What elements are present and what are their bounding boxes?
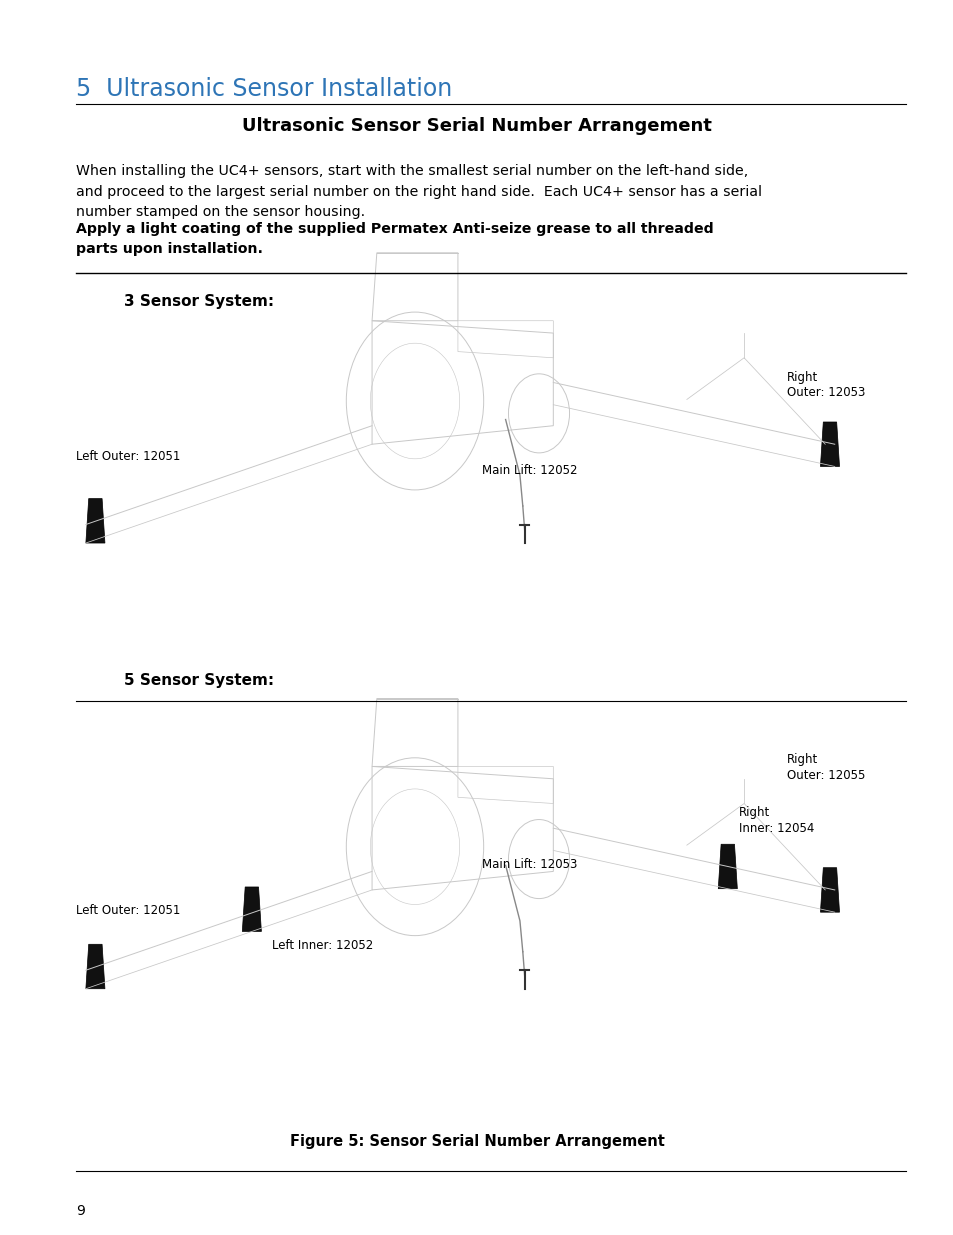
- Text: 5 Sensor System:: 5 Sensor System:: [124, 673, 274, 688]
- Text: Ultrasonic Sensor Serial Number Arrangement: Ultrasonic Sensor Serial Number Arrangem…: [242, 117, 711, 136]
- Text: Left Outer: 12051: Left Outer: 12051: [76, 904, 180, 918]
- Polygon shape: [820, 422, 839, 467]
- Text: Figure 5: Sensor Serial Number Arrangement: Figure 5: Sensor Serial Number Arrangeme…: [290, 1134, 663, 1149]
- Polygon shape: [718, 845, 737, 889]
- Text: Right
Outer: 12055: Right Outer: 12055: [786, 753, 864, 782]
- Text: 9: 9: [76, 1204, 85, 1218]
- Text: Apply a light coating of the supplied Permatex Anti-seize grease to all threaded: Apply a light coating of the supplied Pe…: [76, 222, 714, 256]
- Polygon shape: [242, 887, 261, 931]
- Text: Main Lift: 12052: Main Lift: 12052: [481, 464, 577, 478]
- Polygon shape: [820, 868, 839, 913]
- Text: Left Inner: 12052: Left Inner: 12052: [272, 939, 373, 952]
- Polygon shape: [86, 945, 105, 989]
- Text: 3 Sensor System:: 3 Sensor System:: [124, 294, 274, 309]
- Text: 5  Ultrasonic Sensor Installation: 5 Ultrasonic Sensor Installation: [76, 77, 452, 100]
- Text: When installing the UC4+ sensors, start with the smallest serial number on the l: When installing the UC4+ sensors, start …: [76, 164, 761, 220]
- Text: Main Lift: 12053: Main Lift: 12053: [481, 858, 577, 872]
- Text: Right
Outer: 12053: Right Outer: 12053: [786, 370, 864, 399]
- Text: Left Outer: 12051: Left Outer: 12051: [76, 450, 180, 463]
- Text: Right
Inner: 12054: Right Inner: 12054: [739, 806, 814, 835]
- Polygon shape: [86, 499, 105, 543]
